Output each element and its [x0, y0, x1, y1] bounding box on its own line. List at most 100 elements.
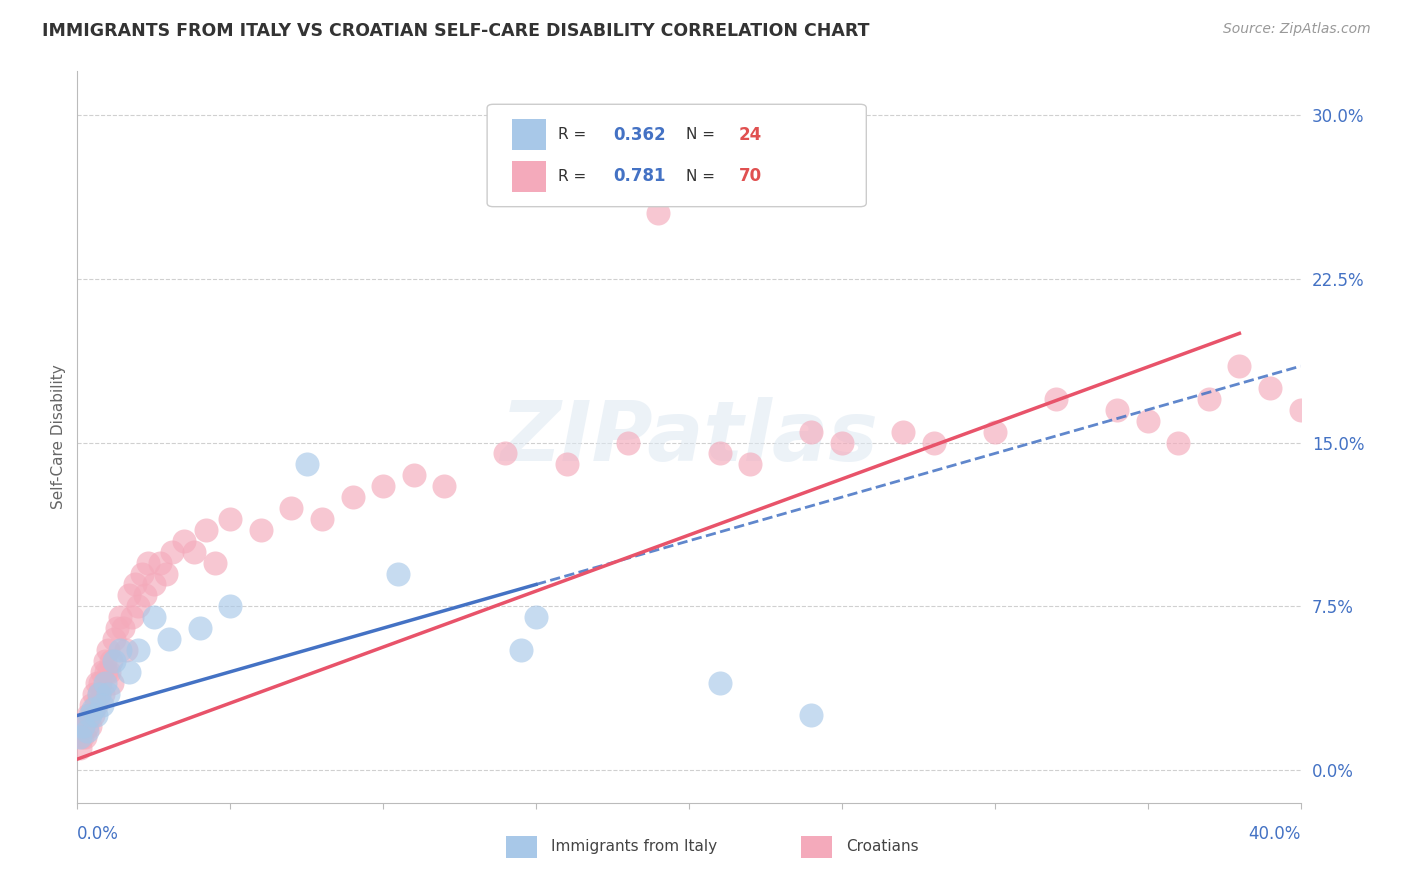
Point	[371, 479, 394, 493]
Point	[149, 556, 172, 570]
Bar	[512, 161, 546, 192]
Point	[108, 610, 131, 624]
Point	[90, 698, 112, 712]
Text: Croatians: Croatians	[846, 839, 920, 855]
Text: R =: R =	[558, 127, 591, 142]
Point	[183, 545, 205, 559]
Point	[79, 719, 101, 733]
Point	[891, 425, 914, 439]
Point	[94, 675, 117, 690]
Point	[204, 556, 226, 570]
Point	[342, 490, 364, 504]
Point	[112, 621, 135, 635]
Point	[77, 708, 100, 723]
Point	[118, 588, 141, 602]
Point	[1289, 402, 1312, 417]
Point	[94, 654, 117, 668]
Point	[82, 708, 104, 723]
Point	[73, 731, 96, 745]
Point	[1258, 381, 1281, 395]
Point	[103, 654, 125, 668]
Point	[127, 643, 149, 657]
Point	[76, 719, 98, 733]
Point	[157, 632, 180, 646]
Point	[115, 643, 138, 657]
Point	[387, 566, 409, 581]
Point	[70, 731, 93, 745]
Point	[647, 206, 669, 220]
Point	[84, 708, 107, 723]
Point	[89, 675, 111, 690]
Point	[105, 621, 128, 635]
Point	[311, 512, 333, 526]
Point	[87, 687, 110, 701]
Point	[495, 446, 517, 460]
Point	[76, 723, 98, 738]
Point	[433, 479, 456, 493]
Point	[69, 741, 91, 756]
Point	[922, 435, 945, 450]
Point	[100, 654, 122, 668]
Bar	[512, 120, 546, 150]
Point	[219, 599, 242, 614]
Point	[160, 545, 183, 559]
Point	[96, 665, 118, 679]
Text: N =: N =	[686, 127, 720, 142]
Point	[82, 702, 104, 716]
Point	[101, 675, 124, 690]
Point	[72, 719, 94, 733]
Point	[134, 588, 156, 602]
Text: 0.781: 0.781	[613, 168, 665, 186]
Point	[142, 610, 165, 624]
Text: Source: ZipAtlas.com: Source: ZipAtlas.com	[1223, 22, 1371, 37]
Text: 70: 70	[740, 168, 762, 186]
Point	[87, 687, 110, 701]
Point	[740, 458, 762, 472]
Point	[1136, 414, 1159, 428]
Point	[90, 665, 112, 679]
Point	[80, 698, 103, 712]
Point	[97, 643, 120, 657]
Point	[121, 610, 143, 624]
Point	[173, 533, 195, 548]
Text: 0.362: 0.362	[613, 126, 665, 144]
Point	[136, 556, 159, 570]
Point	[280, 501, 302, 516]
Point	[250, 523, 273, 537]
Text: 0.0%: 0.0%	[77, 825, 120, 843]
Point	[1167, 435, 1189, 450]
Point	[1229, 359, 1251, 373]
Point	[1107, 402, 1129, 417]
Point	[1045, 392, 1067, 406]
Point	[219, 512, 242, 526]
Point	[69, 731, 91, 745]
Text: N =: N =	[686, 169, 720, 184]
Point	[984, 425, 1007, 439]
Text: IMMIGRANTS FROM ITALY VS CROATIAN SELF-CARE DISABILITY CORRELATION CHART: IMMIGRANTS FROM ITALY VS CROATIAN SELF-C…	[42, 22, 870, 40]
Point	[72, 719, 94, 733]
Point	[98, 665, 121, 679]
Point	[831, 435, 853, 450]
Point	[295, 458, 318, 472]
Point	[97, 687, 120, 701]
Y-axis label: Self-Care Disability: Self-Care Disability	[51, 365, 66, 509]
Point	[108, 643, 131, 657]
Point	[142, 577, 165, 591]
Point	[103, 632, 125, 646]
Point	[800, 425, 823, 439]
Point	[709, 675, 731, 690]
Point	[1198, 392, 1220, 406]
Point	[800, 708, 823, 723]
Point	[555, 458, 578, 472]
Point	[709, 446, 731, 460]
Point	[127, 599, 149, 614]
Text: R =: R =	[558, 169, 591, 184]
Point	[83, 687, 105, 701]
Text: Immigrants from Italy: Immigrants from Italy	[551, 839, 717, 855]
Point	[91, 687, 114, 701]
Point	[617, 435, 640, 450]
Point	[524, 610, 547, 624]
Point	[86, 675, 108, 690]
Point	[118, 665, 141, 679]
Point	[79, 708, 101, 723]
